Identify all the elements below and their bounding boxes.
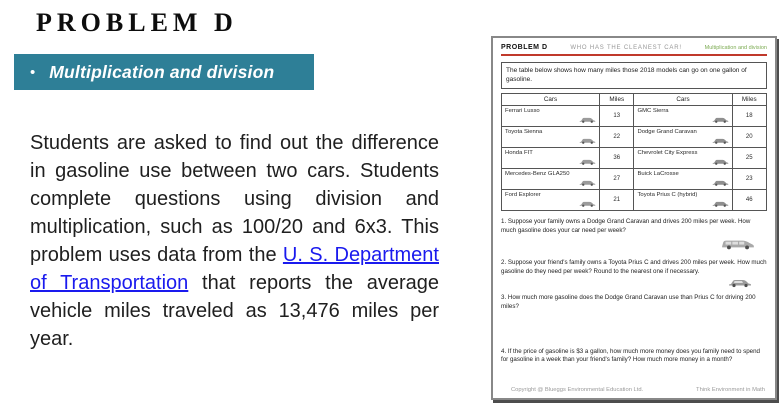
- question-1-image: [501, 237, 755, 251]
- car-name: Ford Explorer: [505, 191, 541, 198]
- col-header-miles: Miles: [731, 92, 768, 106]
- table-row: Mercedes-Benz GLA250 27 Buick LaCrosse 2…: [500, 167, 768, 190]
- miles-cell: 27: [599, 167, 635, 190]
- car-name: Toyota Sienna: [505, 128, 543, 135]
- question-1: 1. Suppose your family owns a Dodge Gran…: [501, 217, 751, 234]
- car-icon: [712, 201, 728, 207]
- car-name: Toyota Prius C (hybrid): [637, 191, 698, 198]
- car-name-cell: Ford Explorer: [500, 188, 601, 211]
- table-row: Ford Explorer 21 Toyota Prius C (hybrid)…: [500, 188, 768, 211]
- car-name-cell: Honda FIT: [500, 146, 601, 169]
- car-icon: [579, 180, 596, 186]
- bullet-icon: •: [30, 63, 36, 81]
- miles-cell: 20: [731, 125, 768, 148]
- col-header-cars: Cars: [500, 92, 601, 106]
- miles-cell: 13: [599, 104, 635, 127]
- car-icon: [712, 159, 728, 165]
- minivan-icon: [722, 241, 754, 250]
- table-row: Toyota Sienna 22 Dodge Grand Caravan 20: [500, 125, 768, 148]
- car-name: Chevrolet City Express: [637, 149, 698, 156]
- worksheet-topic-tag: Multiplication and division: [704, 45, 767, 51]
- description-paragraph: Students are asked to find out the diffe…: [30, 129, 439, 353]
- paragraph-text-2: that reports the average vehicle miles t…: [30, 272, 439, 350]
- intro-box: The table below shows how many miles tho…: [501, 62, 767, 89]
- miles-cell: 22: [599, 125, 635, 148]
- topic-badge-label: Multiplication and division: [49, 61, 275, 82]
- car-name-cell: Toyota Prius C (hybrid): [633, 188, 733, 211]
- car-name-cell: Ferrari Lusso: [500, 104, 601, 127]
- car-icon: [579, 138, 596, 144]
- question-4: 4. If the price of gasoline is $3 a gall…: [501, 347, 760, 364]
- miles-cell: 23: [731, 167, 768, 190]
- topic-badge: • Multiplication and division: [14, 54, 314, 90]
- dot-link[interactable]: U. S. Department of Transportation: [30, 244, 439, 294]
- car-icon: [712, 117, 728, 123]
- miles-cell: 25: [731, 146, 768, 169]
- header-rule: [501, 54, 767, 56]
- car-icon: [579, 201, 596, 207]
- car-name: Honda FIT: [505, 149, 533, 156]
- car-name-cell: Toyota Sienna: [500, 125, 601, 148]
- motto-text: Think Environment in Math: [696, 387, 765, 393]
- cars-table: Cars Miles Cars Miles Ferrari Lusso 13 G…: [500, 92, 768, 211]
- worksheet-subtitle: WHO HAS THE CLEANEST CAR!: [570, 45, 682, 51]
- table-row: Ferrari Lusso 13 GMC Sierra 18: [500, 104, 768, 127]
- paragraph-text-1: Students are asked to find out the diffe…: [30, 132, 439, 266]
- col-header-cars: Cars: [633, 92, 733, 106]
- car-name-cell: Dodge Grand Caravan: [633, 125, 733, 148]
- table-header-row: Cars Miles Cars Miles: [500, 92, 768, 106]
- car-name: Buick LaCrosse: [637, 170, 679, 177]
- worksheet-title: PROBLEM D: [501, 44, 548, 51]
- car-name-cell: Buick LaCrosse: [633, 167, 733, 190]
- question-2-image: [501, 278, 753, 288]
- miles-cell: 21: [599, 188, 635, 211]
- car-icon: [712, 180, 728, 186]
- miles-cell: 36: [599, 146, 635, 169]
- copyright-text: Copyright @ Blueggs Environmental Educat…: [511, 387, 644, 393]
- car-name: Ferrari Lusso: [505, 107, 540, 114]
- miles-cell: 46: [731, 188, 768, 211]
- table-row: Honda FIT 36 Chevrolet City Express 25: [500, 146, 768, 169]
- car-name-cell: Chevrolet City Express: [633, 146, 733, 169]
- car-name: GMC Sierra: [637, 107, 669, 114]
- car-icon: [729, 280, 751, 288]
- question-2: 2. Suppose your friend's family owns a T…: [501, 259, 767, 276]
- car-icon: [579, 117, 596, 123]
- page-title: PROBLEM D: [36, 8, 238, 37]
- question-3: 3. How much more gasoline does the Dodge…: [501, 294, 756, 310]
- car-name: Mercedes-Benz GLA250: [505, 170, 570, 177]
- car-name-cell: GMC Sierra: [633, 104, 733, 127]
- worksheet-header: PROBLEM D WHO HAS THE CLEANEST CAR! Mult…: [501, 44, 767, 51]
- car-name-cell: Mercedes-Benz GLA250: [500, 167, 601, 190]
- car-name: Dodge Grand Caravan: [637, 128, 697, 135]
- car-icon: [579, 159, 596, 165]
- worksheet-preview: PROBLEM D WHO HAS THE CLEANEST CAR! Mult…: [491, 36, 777, 400]
- car-icon: [712, 138, 728, 144]
- worksheet-footer: Copyright @ Blueggs Environmental Educat…: [503, 387, 765, 393]
- miles-cell: 18: [731, 104, 768, 127]
- col-header-miles: Miles: [599, 92, 635, 106]
